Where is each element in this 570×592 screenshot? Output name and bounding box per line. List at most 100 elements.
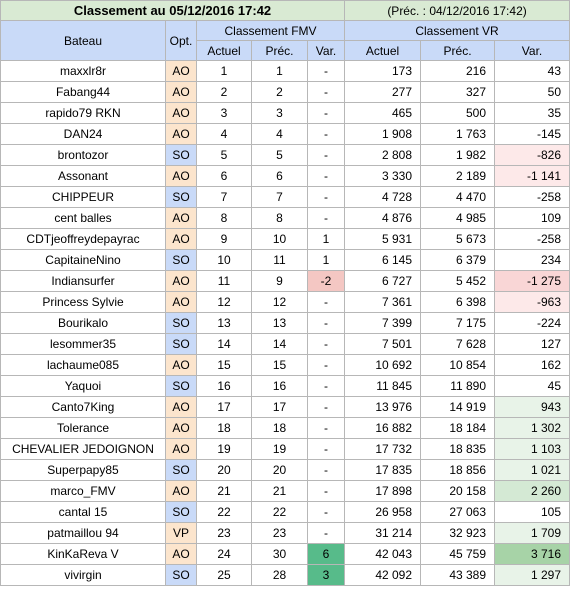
option-cell: SO xyxy=(165,375,197,397)
fmv-actuel-cell: 7 xyxy=(196,186,252,208)
vr-prec-cell: 7 175 xyxy=(420,312,496,334)
fmv-actuel-cell: 15 xyxy=(196,354,252,376)
option-cell: AO xyxy=(165,543,197,565)
option-cell: AO xyxy=(165,60,197,82)
boat-name-cell: lesommer35 xyxy=(0,333,166,355)
fmv-var-cell: - xyxy=(306,207,346,229)
option-cell: AO xyxy=(165,228,197,250)
fmv-var-cell: 1 xyxy=(306,249,346,271)
table-row: Yaquoi SO 16 16-11 845 11 890 45 xyxy=(0,375,570,397)
fmv-actuel-cell: 19 xyxy=(196,438,252,460)
fmv-actuel-cell: 8 xyxy=(196,207,252,229)
vr-var-cell: -145 xyxy=(494,123,570,145)
fmv-prec-cell: 6 xyxy=(251,165,308,187)
fmv-prec-cell: 10 xyxy=(251,228,308,250)
vr-prec-cell: 6 398 xyxy=(420,291,496,313)
vr-actuel-cell: 13 976 xyxy=(344,396,422,418)
vr-prec-cell: 20 158 xyxy=(420,480,496,502)
table-row: vivirgin SO 25 28 3 42 092 43 389 1 297 xyxy=(0,564,570,586)
table-row: lachaume085 AO 15 15-10 692 10 854 162 xyxy=(0,354,570,376)
header-vr-prec: Préc. xyxy=(420,40,496,61)
option-cell: AO xyxy=(165,438,197,460)
vr-prec-cell: 500 xyxy=(420,102,496,124)
vr-actuel-cell: 6 727 xyxy=(344,270,422,292)
header-fmv-group: Classement FMV xyxy=(195,20,346,41)
fmv-actuel-cell: 22 xyxy=(196,501,252,523)
table-row: cantal 15 SO 22 22-26 958 27 063 105 xyxy=(0,501,570,523)
fmv-actuel-cell: 24 xyxy=(196,543,252,565)
fmv-var-cell: - xyxy=(306,144,346,166)
fmv-var-cell: - xyxy=(306,333,346,355)
vr-prec-cell: 6 379 xyxy=(420,249,496,271)
vr-prec-cell: 18 184 xyxy=(420,417,496,439)
boat-name-cell: cent balles xyxy=(0,207,166,229)
vr-actuel-cell: 465 xyxy=(344,102,422,124)
vr-var-cell: 43 xyxy=(494,60,570,82)
vr-prec-cell: 4 985 xyxy=(420,207,496,229)
vr-prec-cell: 18 856 xyxy=(420,459,496,481)
boat-name-cell: maxxlr8r xyxy=(0,60,166,82)
header-bateau: Bateau xyxy=(0,20,166,61)
vr-var-cell: -1 141 xyxy=(494,165,570,187)
sub-header-row: Actuel Préc. Var. Actuel Préc. Var. xyxy=(1,40,570,61)
fmv-actuel-cell: 3 xyxy=(196,102,252,124)
vr-actuel-cell: 4 728 xyxy=(344,186,422,208)
option-cell: AO xyxy=(165,354,197,376)
vr-actuel-cell: 7 399 xyxy=(344,312,422,334)
table-row: patmaillou 94 VP 23 23-31 214 32 923 1 709 xyxy=(0,522,570,544)
vr-var-cell: 127 xyxy=(494,333,570,355)
fmv-var-cell: - xyxy=(306,522,346,544)
table-row: marco_FMV AO 21 21-17 898 20 158 2 260 xyxy=(0,480,570,502)
table-row: DAN24 AO 4 4-1 908 1 763 -145 xyxy=(0,123,570,145)
vr-var-cell: -258 xyxy=(494,228,570,250)
boat-name-cell: Superpapy85 xyxy=(0,459,166,481)
boat-name-cell: Princess Sylvie xyxy=(0,291,166,313)
table-row: Canto7King AO 17 17-13 976 14 919 943 xyxy=(0,396,570,418)
boat-name-cell: cantal 15 xyxy=(0,501,166,523)
vr-var-cell: -963 xyxy=(494,291,570,313)
option-cell: AO xyxy=(165,396,197,418)
header-vr-group: Classement VR xyxy=(344,20,570,41)
fmv-prec-cell: 23 xyxy=(251,522,308,544)
table-row: lesommer35 SO 14 14-7 501 7 628 127 xyxy=(0,333,570,355)
option-cell: AO xyxy=(165,81,197,103)
fmv-actuel-cell: 16 xyxy=(196,375,252,397)
option-cell: AO xyxy=(165,291,197,313)
fmv-var-cell: - xyxy=(306,375,346,397)
table-row: KinKaReva V AO 24 30 6 42 043 45 759 3 716 xyxy=(0,543,570,565)
table-row: Princess Sylvie AO 12 12-7 361 6 398 -963 xyxy=(0,291,570,313)
fmv-var-cell: 3 xyxy=(306,564,346,586)
fmv-prec-cell: 14 xyxy=(251,333,308,355)
vr-var-cell: 234 xyxy=(494,249,570,271)
vr-prec-cell: 5 452 xyxy=(420,270,496,292)
table-row: Fabang44 AO 2 2-277 327 50 xyxy=(0,81,570,103)
option-cell: SO xyxy=(165,312,197,334)
option-cell: AO xyxy=(165,123,197,145)
vr-actuel-cell: 173 xyxy=(344,60,422,82)
vr-actuel-cell: 42 043 xyxy=(344,543,422,565)
fmv-prec-cell: 13 xyxy=(251,312,308,334)
fmv-prec-cell: 17 xyxy=(251,396,308,418)
fmv-var-cell: - xyxy=(306,81,346,103)
header-fmv-var: Var. xyxy=(306,40,346,61)
group-header-row: Bateau Opt. Classement FMV Classement VR xyxy=(0,20,570,61)
fmv-var-cell: -2 xyxy=(306,270,346,292)
boat-name-cell: DAN24 xyxy=(0,123,166,145)
vr-prec-cell: 32 923 xyxy=(420,522,496,544)
boat-name-cell: Bourikalo xyxy=(0,312,166,334)
vr-var-cell: -258 xyxy=(494,186,570,208)
vr-actuel-cell: 6 145 xyxy=(344,249,422,271)
option-cell: SO xyxy=(165,249,197,271)
table-row: CapitaineNino SO 10 11 1 6 145 6 379 234 xyxy=(0,249,570,271)
vr-actuel-cell: 26 958 xyxy=(344,501,422,523)
vr-var-cell: 3 716 xyxy=(494,543,570,565)
vr-var-cell: 105 xyxy=(494,501,570,523)
vr-var-cell: 35 xyxy=(494,102,570,124)
option-cell: AO xyxy=(165,417,197,439)
option-cell: SO xyxy=(165,144,197,166)
boat-name-cell: CHIPPEUR xyxy=(0,186,166,208)
option-cell: AO xyxy=(165,102,197,124)
fmv-actuel-cell: 17 xyxy=(196,396,252,418)
boat-name-cell: CDTjeoffreydepayrac xyxy=(0,228,166,250)
fmv-prec-cell: 2 xyxy=(251,81,308,103)
